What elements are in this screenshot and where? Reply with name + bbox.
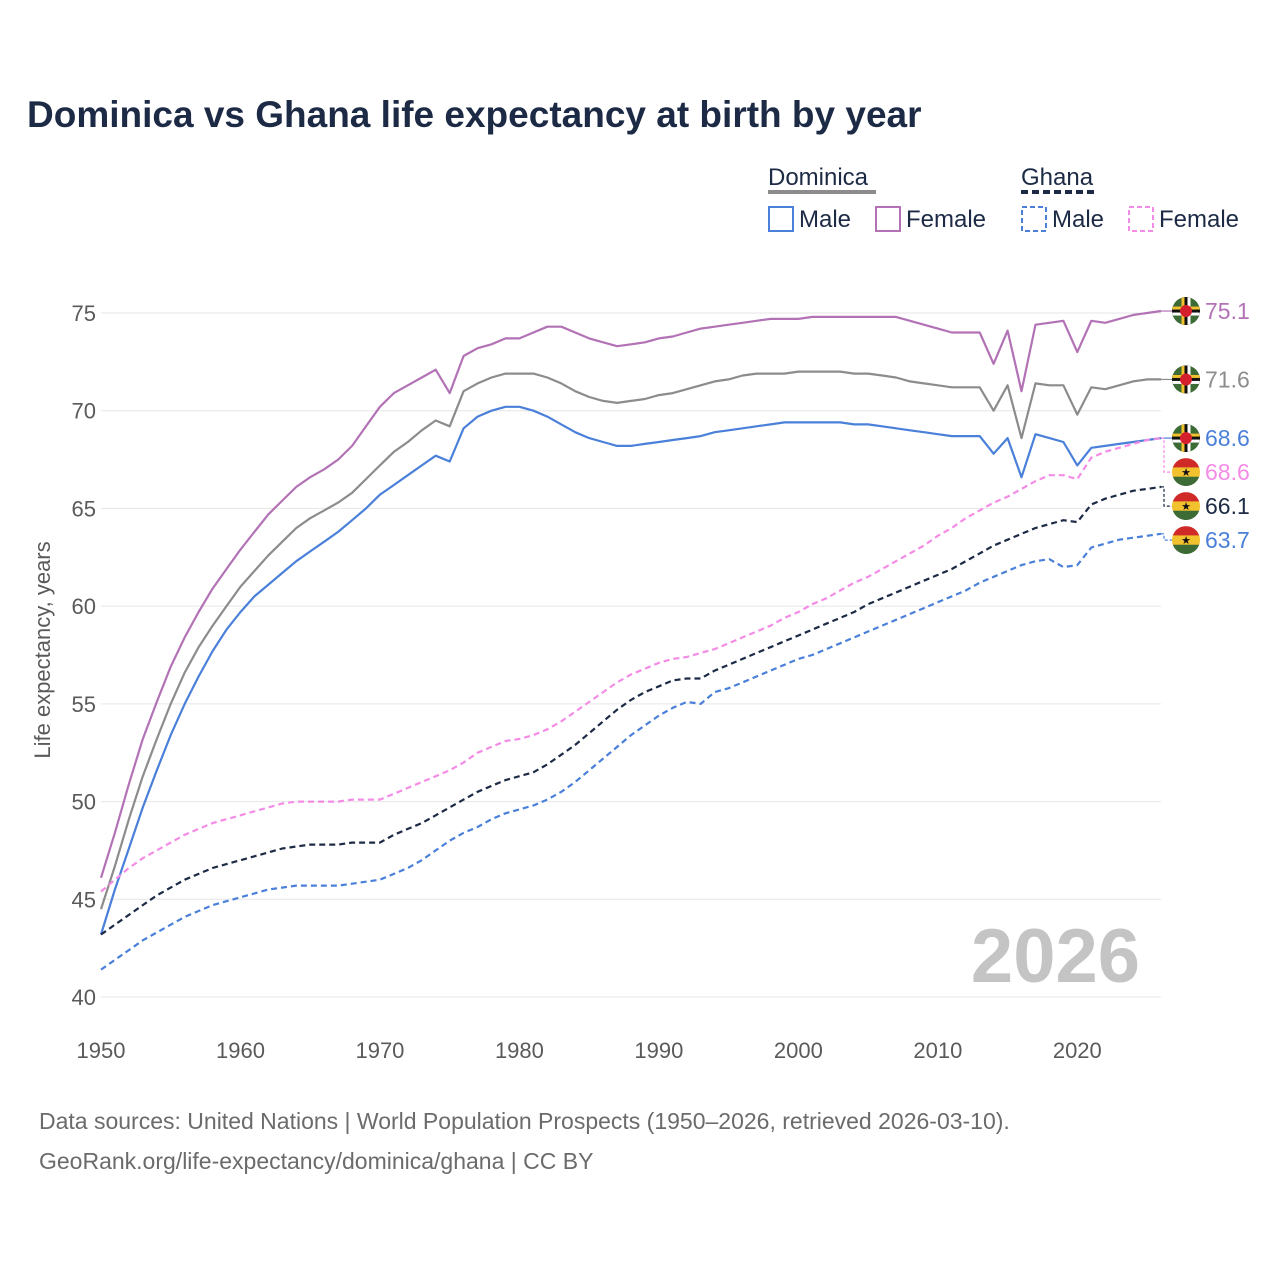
- y-tick-label-50: 50: [72, 790, 96, 815]
- source-line-2: GeoRank.org/life-expectancy/dominica/gha…: [39, 1148, 594, 1174]
- legend-label-ghana-male: Male: [1052, 206, 1104, 233]
- legend-label-dominica-female: Female: [906, 206, 986, 233]
- series-line-ghana: [100, 485, 1162, 936]
- flag-icon-dominica: [1172, 365, 1200, 394]
- x-tick-label-1990: 1990: [634, 1038, 683, 1063]
- legend-group-dominica: Dominica Male Female: [768, 164, 986, 233]
- y-tick-label-40: 40: [72, 985, 96, 1010]
- legend-swatch-ghana-female: [1128, 206, 1154, 232]
- x-tick-label-2010: 2010: [913, 1038, 962, 1063]
- series-line-dominica-male: [99, 405, 1162, 935]
- flag-icon-dominica-female: [1172, 297, 1200, 326]
- y-tick-label-45: 45: [72, 887, 96, 912]
- series-line-ghana-male: [100, 532, 1162, 971]
- series-line-dominica-female: [99, 309, 1162, 879]
- legend-group-ghana: Ghana Male Female: [1021, 164, 1239, 233]
- y-tick-label-60: 60: [72, 594, 96, 619]
- label-connector-ghana-male: [1161, 533, 1172, 541]
- svg-text:★: ★: [1181, 467, 1191, 479]
- legend-swatch-dominica-female: [875, 206, 901, 232]
- legend-swatch-dominica-male: [768, 206, 794, 232]
- y-axis-label: Life expectancy, years: [30, 541, 55, 758]
- end-label-dominica-female: 75.1: [1205, 298, 1250, 324]
- flag-icon-ghana-female: ★: [1172, 458, 1200, 487]
- legend: Dominica Male Female Ghana Male Female: [768, 164, 1239, 233]
- flag-icon-ghana: ★: [1172, 492, 1200, 521]
- legend-label-ghana-female: Female: [1159, 206, 1239, 233]
- label-connector-ghana-female: [1161, 437, 1172, 473]
- x-tick-label-2020: 2020: [1053, 1038, 1102, 1063]
- year-watermark: 2026: [971, 914, 1140, 999]
- label-connector-ghana: [1161, 486, 1172, 507]
- series-line-ghana-female: [100, 437, 1162, 893]
- chart-title: Dominica vs Ghana life expectancy at bir…: [27, 94, 922, 135]
- flag-icon-dominica-male: [1172, 424, 1200, 453]
- source-line-1: Data sources: United Nations | World Pop…: [39, 1108, 1010, 1134]
- flag-icon-ghana-male: ★: [1172, 526, 1200, 555]
- svg-text:★: ★: [1181, 535, 1191, 547]
- gridlines: [101, 312, 1161, 998]
- legend-label-dominica-male: Male: [799, 206, 851, 233]
- y-tick-label-75: 75: [72, 301, 96, 326]
- x-tick-label-1960: 1960: [216, 1038, 265, 1063]
- series-line-dominica: [99, 370, 1161, 910]
- end-label-dominica: 71.6: [1205, 366, 1250, 392]
- series-lines: [99, 309, 1162, 971]
- svg-text:★: ★: [1181, 501, 1191, 513]
- end-flags: ★ ★ ★: [1172, 297, 1200, 555]
- end-label-ghana-female: 68.6: [1205, 459, 1250, 485]
- label-connectors: [1161, 310, 1172, 541]
- y-tick-label-65: 65: [72, 496, 96, 521]
- y-tick-label-70: 70: [72, 399, 96, 424]
- legend-swatch-ghana-male: [1021, 206, 1047, 232]
- x-tick-label-1980: 1980: [495, 1038, 544, 1063]
- y-tick-label-55: 55: [72, 692, 96, 717]
- x-tick-label-1950: 1950: [77, 1038, 126, 1063]
- x-axis-ticks: 1950 1960 1970 1980 1990 2000 2010 2020: [77, 1038, 1102, 1063]
- y-axis-ticks: 40 45 50 55 60 65 70 75: [72, 301, 96, 1010]
- end-label-ghana: 66.1: [1205, 493, 1250, 519]
- legend-country-ghana: Ghana: [1021, 164, 1094, 191]
- end-labels: 75.1 71.6 68.6 68.6 66.1 63.7: [1205, 298, 1250, 553]
- end-label-dominica-male: 68.6: [1205, 425, 1250, 451]
- legend-country-dominica: Dominica: [768, 164, 869, 191]
- end-label-ghana-male: 63.7: [1205, 527, 1250, 553]
- x-tick-label-2000: 2000: [774, 1038, 823, 1063]
- x-tick-label-1970: 1970: [355, 1038, 404, 1063]
